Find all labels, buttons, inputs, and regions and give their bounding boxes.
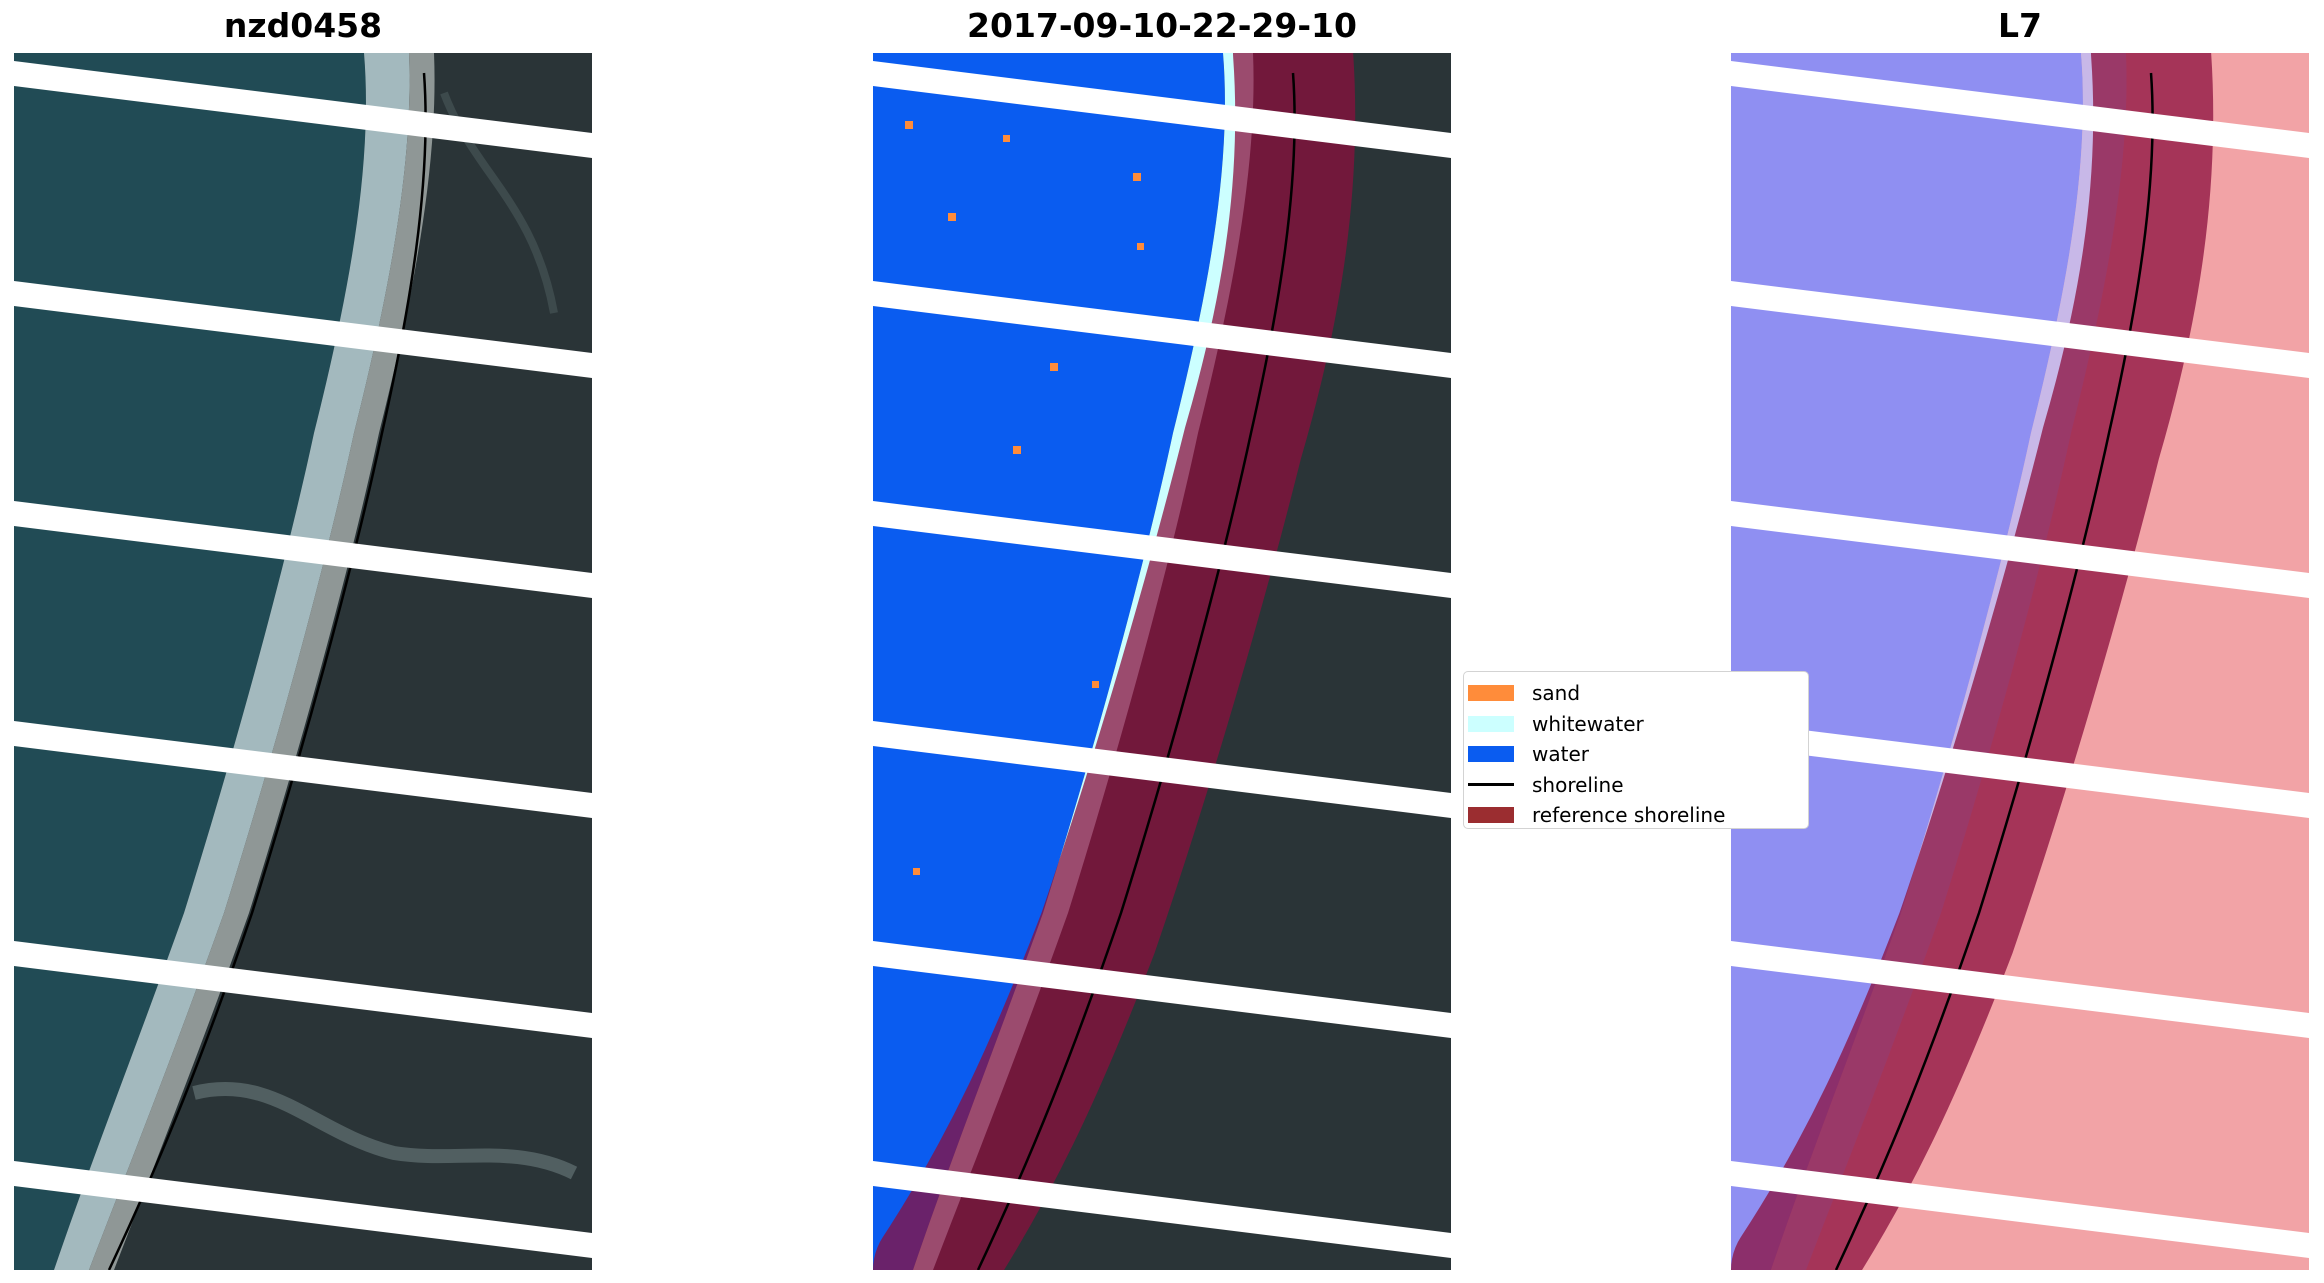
legend-label-whitewater: whitewater <box>1532 711 1644 736</box>
panel-title-rgb: nzd0458 <box>223 6 383 45</box>
legend-item-shoreline: shoreline <box>1464 770 1808 801</box>
classified-image <box>873 53 1451 1270</box>
rgb-satellite-image <box>14 53 592 1270</box>
legend-label-shoreline: shoreline <box>1532 772 1624 797</box>
legend-item-sand: sand <box>1464 678 1808 709</box>
legend-item-whitewater: whitewater <box>1464 709 1808 740</box>
legend-label-water: water <box>1532 742 1589 767</box>
shoreline-line-swatch <box>1468 783 1514 787</box>
water-swatch <box>1468 746 1514 763</box>
legend: sand whitewater water shoreline referenc… <box>1463 671 1809 829</box>
whitewater-swatch <box>1468 715 1514 732</box>
panel-title-classified: 2017-09-10-22-29-10 <box>967 6 1357 45</box>
legend-label-reference-shoreline: reference shoreline <box>1532 803 1726 828</box>
reference-shoreline-swatch <box>1468 807 1514 824</box>
sand-swatch <box>1468 685 1514 702</box>
mndwi-image <box>1731 53 2309 1270</box>
panel-title-index: L7 <box>1998 6 2042 45</box>
legend-item-water: water <box>1464 739 1808 770</box>
legend-item-reference-shoreline: reference shoreline <box>1464 800 1808 831</box>
legend-label-sand: sand <box>1532 681 1581 706</box>
